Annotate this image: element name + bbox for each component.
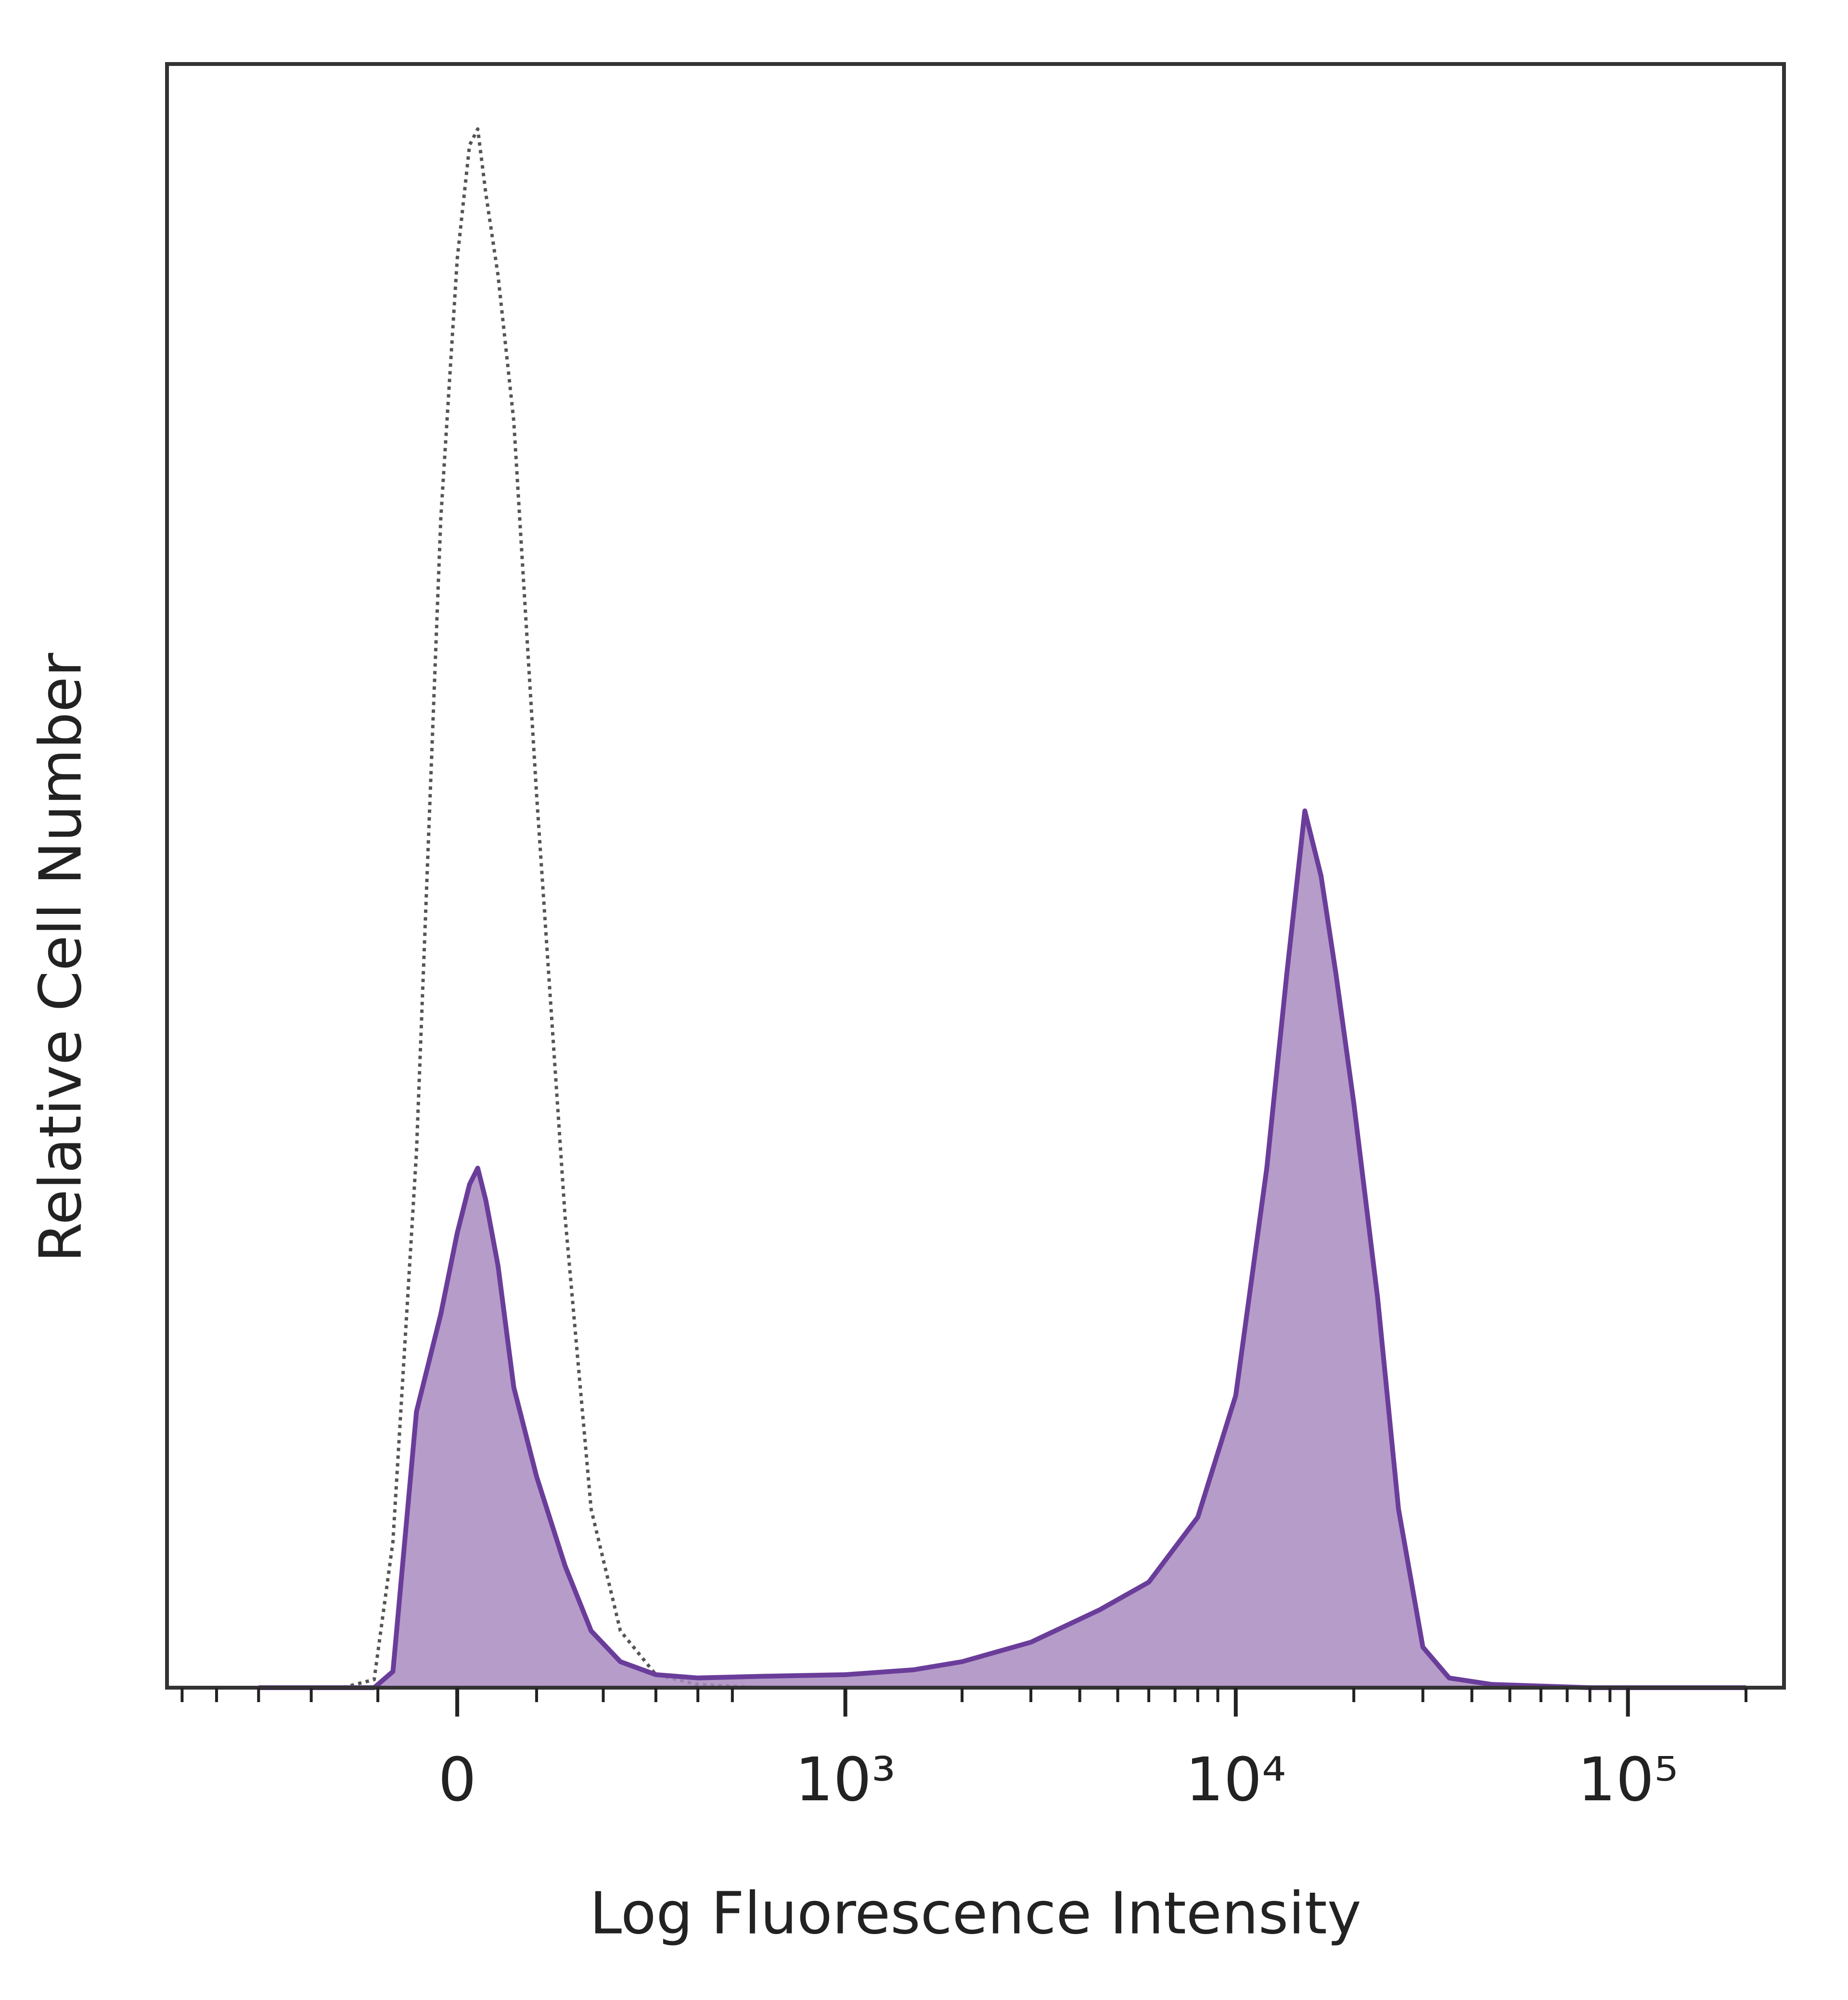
x-tick-label: 10⁴ [1185, 1745, 1286, 1815]
x-axis-label: Log Fluorescence Intensity [590, 1881, 1361, 1948]
plot-frame [165, 62, 1786, 1690]
y-axis-label: Relative Cell Number [28, 653, 95, 1262]
x-tick-label: 10⁵ [1578, 1745, 1678, 1815]
histogram-filled [258, 808, 1746, 1690]
x-tick-label: 0 [438, 1745, 476, 1815]
x-tick-label: 10³ [795, 1745, 896, 1815]
